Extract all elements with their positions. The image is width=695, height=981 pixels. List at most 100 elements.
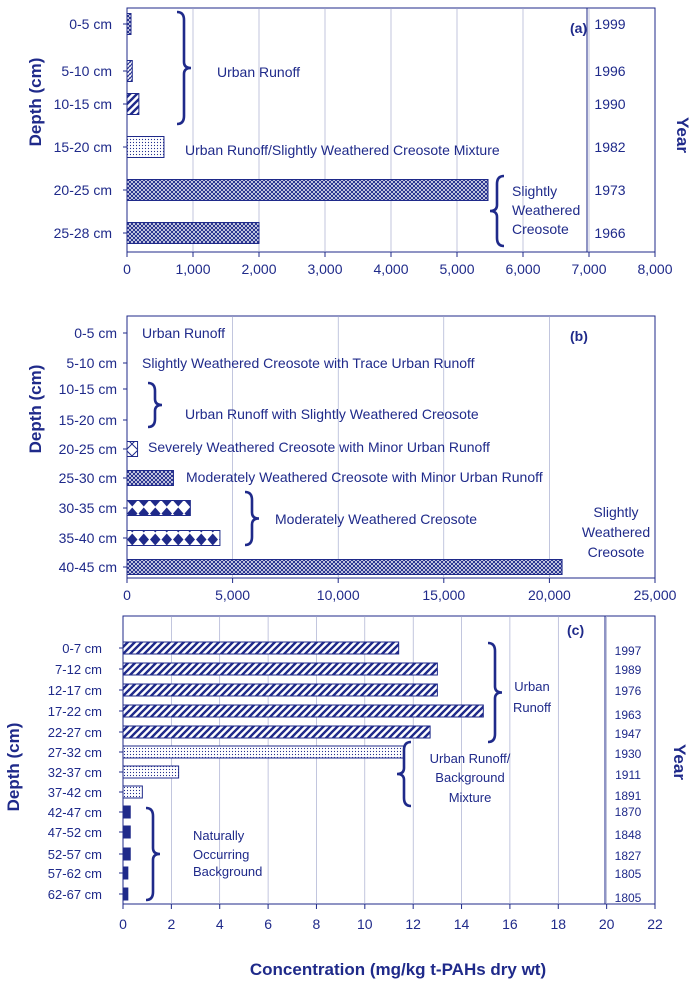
year-label: 1848	[615, 828, 642, 842]
bracket	[487, 641, 503, 744]
x-tick-label: 5,000	[439, 261, 474, 277]
x-tick-label: 18	[550, 916, 566, 932]
x-tick-label: 6	[264, 916, 272, 932]
category-label: 27-32 cm	[48, 745, 102, 760]
x-tick-label: 1,000	[175, 261, 210, 277]
bar	[122, 641, 400, 655]
year-label: 1976	[615, 684, 642, 698]
category-label: 37-42 cm	[48, 785, 102, 800]
category-label: 20-25 cm	[59, 441, 117, 457]
category-label: 32-37 cm	[48, 765, 102, 780]
year-label: 1805	[615, 867, 642, 881]
chart-panel-3: 0 2 4 6 8 10 12 14 16 18 20 22 0-7 cm 7-12 cm 12-17 cm…	[48, 615, 663, 932]
annotation-label: Moderately Weathered Creosote with Minor…	[186, 469, 543, 485]
x-tick-label: 22	[647, 916, 663, 932]
bar	[126, 93, 140, 115]
category-label: 5-10 cm	[66, 355, 117, 371]
bracket	[396, 740, 412, 808]
bar	[122, 847, 131, 861]
bar	[126, 222, 260, 244]
annotation-label: Naturally	[193, 828, 245, 843]
y-axis-title: Depth (cm)	[26, 58, 45, 147]
annotation-label: Slightly	[593, 504, 638, 520]
category-label: 35-40 cm	[59, 530, 117, 546]
bar	[122, 765, 180, 779]
year-label: 1891	[615, 789, 642, 803]
year-label: 1947	[615, 727, 642, 741]
bar	[126, 530, 221, 546]
bar	[126, 136, 165, 158]
bar	[122, 887, 129, 901]
year-label: 1973	[594, 182, 625, 198]
annotation-label: Urban Runoff/Slightly Weathered Creosote…	[185, 142, 500, 158]
bar	[122, 725, 431, 739]
bracket	[176, 10, 192, 126]
bar	[122, 745, 405, 759]
plot-frame	[122, 615, 656, 905]
y-axis-title: Depth (cm)	[26, 365, 45, 454]
bar	[122, 805, 131, 819]
x-tick-label: 4	[216, 916, 224, 932]
bar	[126, 60, 133, 82]
bar	[126, 179, 489, 201]
year-label: 1930	[615, 747, 642, 761]
annotation-label: Urban	[514, 679, 549, 694]
x-tick-label: 5,000	[215, 587, 250, 603]
x-tick-label: 12	[405, 916, 421, 932]
category-label: 25-28 cm	[54, 225, 112, 241]
year-axis-title: Year	[670, 744, 689, 780]
annotation-label: Background	[193, 864, 262, 879]
category-label: 10-15 cm	[54, 96, 112, 112]
x-tick-label: 0	[123, 587, 131, 603]
annotation-label: Urban Runoff	[142, 325, 225, 341]
annotation-label: Mixture	[449, 790, 492, 805]
year-label: 1805	[615, 891, 642, 905]
bracket	[147, 381, 163, 429]
category-label: 47-52 cm	[48, 825, 102, 840]
bar	[126, 559, 563, 575]
x-tick-label: 2	[167, 916, 175, 932]
bracket	[489, 174, 505, 248]
x-tick-label: 25,000	[634, 587, 677, 603]
category-label: 10-15 cm	[59, 381, 117, 397]
x-tick-label: 10	[357, 916, 373, 932]
annotation-label: Weathered	[582, 524, 650, 540]
bracket	[244, 490, 260, 547]
x-tick-label: 0	[119, 916, 127, 932]
category-label: 0-5 cm	[69, 16, 112, 32]
x-tick-label: 8,000	[637, 261, 672, 277]
panel-tag: (a)	[570, 20, 587, 36]
chart-panel-1: 0 1,000 2,000 3,000 4,000 5,000 6,000 7,000 8,00…	[54, 7, 673, 277]
year-label: 1827	[615, 849, 642, 863]
annotation-label: Background	[435, 770, 504, 785]
year-label: 1989	[615, 663, 642, 677]
year-label: 1997	[615, 644, 642, 658]
y-axis-title: Depth (cm)	[4, 723, 23, 812]
panel-tag: (b)	[570, 328, 588, 344]
annotation-label: Slightly Weathered Creosote with Trace U…	[142, 355, 475, 371]
category-label: 7-12 cm	[55, 662, 102, 677]
category-label: 42-47 cm	[48, 805, 102, 820]
year-axis-title: Year	[673, 117, 692, 153]
category-label: 15-20 cm	[59, 412, 117, 428]
category-label: 17-22 cm	[48, 704, 102, 719]
x-tick-label: 4,000	[373, 261, 408, 277]
x-tick-label: 6,000	[505, 261, 540, 277]
x-tick-label: 0	[123, 261, 131, 277]
year-label: 1990	[594, 96, 625, 112]
bar	[126, 13, 132, 35]
annotation-label: Moderately Weathered Creosote	[275, 511, 477, 527]
x-tick-label: 7,000	[571, 261, 606, 277]
bar	[122, 704, 484, 718]
annotation-label: Runoff	[513, 700, 551, 715]
year-label: 1911	[615, 768, 641, 782]
category-label: 22-27 cm	[48, 725, 102, 740]
x-tick-label: 14	[454, 916, 470, 932]
category-label: 15-20 cm	[54, 139, 112, 155]
category-label: 30-35 cm	[59, 500, 117, 516]
year-label: 1870	[615, 805, 642, 819]
x-tick-label: 2,000	[241, 261, 276, 277]
x-axis-title: Concentration (mg/kg t-PAHs dry wt)	[250, 960, 546, 979]
category-label: 12-17 cm	[48, 683, 102, 698]
